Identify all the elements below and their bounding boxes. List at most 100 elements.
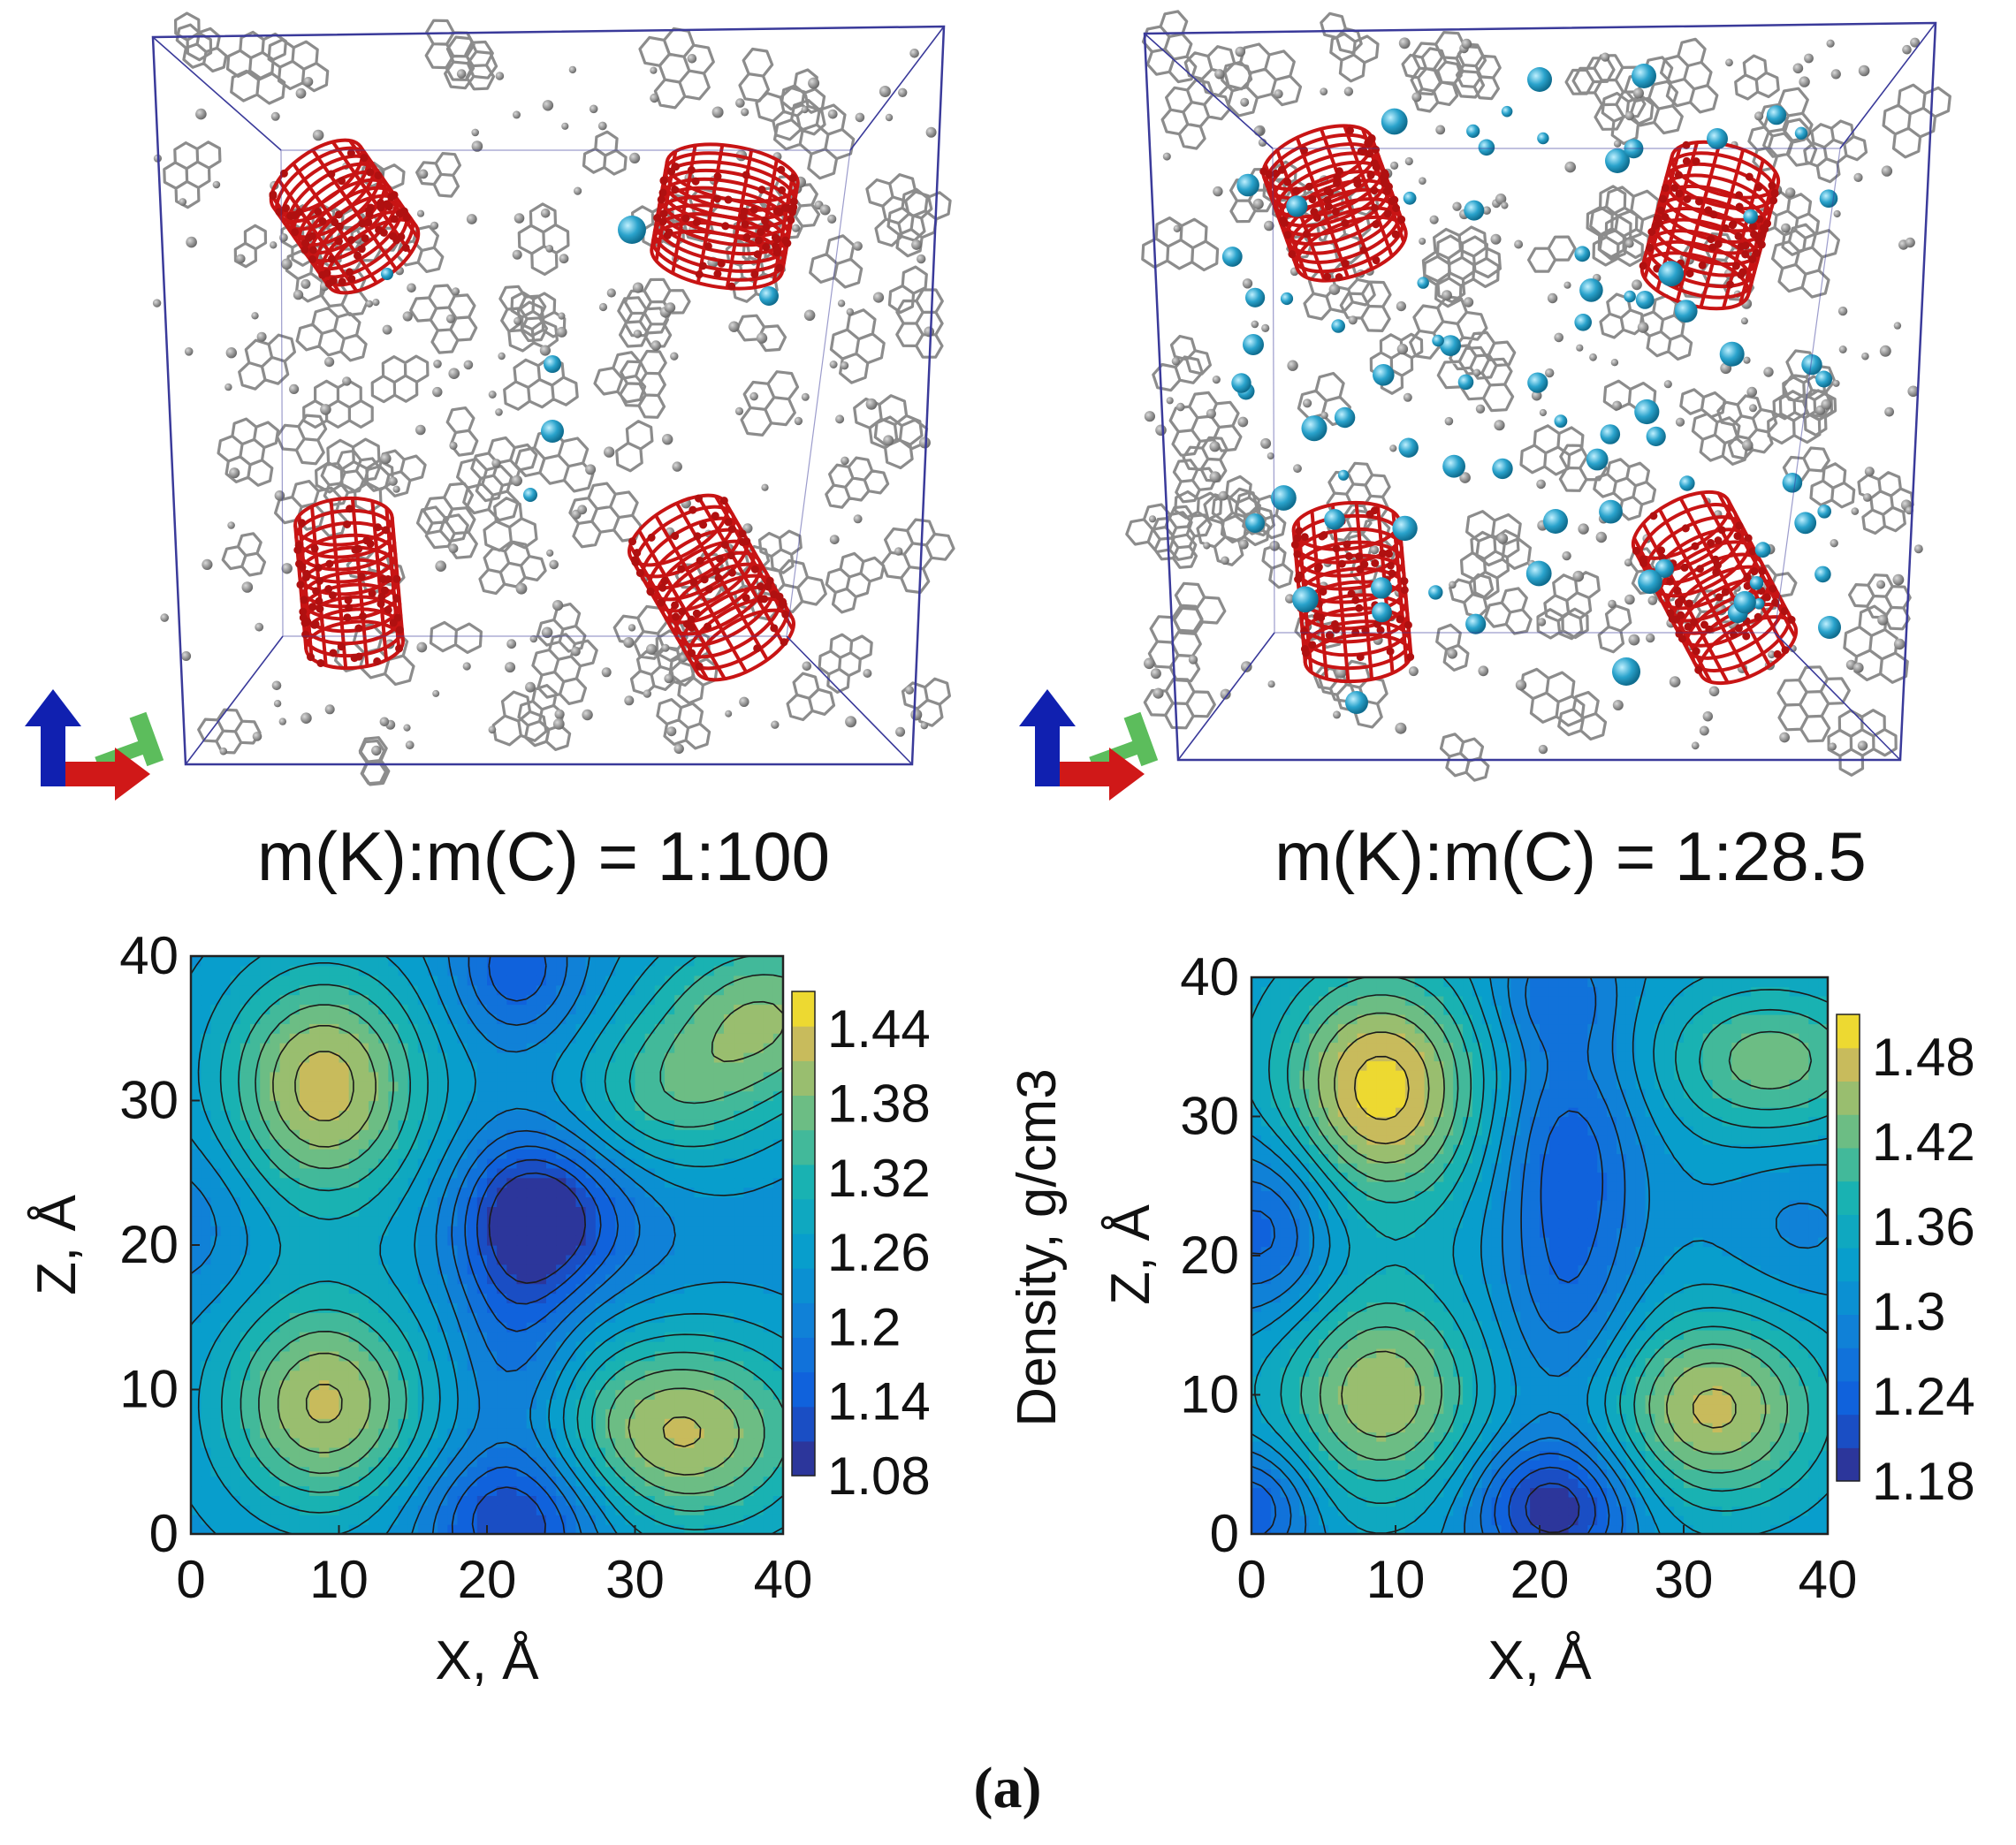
colorbar-segment [1837, 1214, 1860, 1249]
carbon-nanotube [1639, 140, 1781, 311]
colorbar-segment [1837, 1081, 1860, 1115]
potassium-atom [1527, 372, 1548, 393]
plot-axes: 0 10 20 30 40 0 10 20 30 40 [119, 926, 812, 1609]
potassium-atom [1818, 616, 1841, 639]
y-axis-label: Z, Å [27, 1195, 87, 1295]
potassium-atom [1794, 512, 1817, 535]
colorbar-tick-label: 1.2 [827, 1297, 901, 1356]
potassium-atom [1794, 126, 1808, 140]
potassium-atom [1743, 209, 1758, 224]
colorbar-segment [792, 1164, 815, 1200]
potassium-atom [1324, 509, 1345, 530]
potassium-atom [1525, 560, 1552, 587]
y-tick-label: 0 [149, 1504, 179, 1563]
potassium-atom [1243, 334, 1264, 355]
potassium-atom [1632, 64, 1656, 88]
colorbar-tick-label: 1.38 [827, 1074, 931, 1134]
axes-orientation-icon [1019, 689, 1159, 801]
y-axis-label: Z, Å [1100, 1204, 1161, 1305]
potassium-atom [1646, 426, 1666, 446]
mass-ratio-label-left: m(K):m(C) = 1:100 [257, 817, 830, 895]
potassium-atom [1373, 364, 1395, 386]
potassium-atom [381, 268, 393, 280]
x-tick-label: 0 [1236, 1550, 1266, 1609]
carbon-nanotube [293, 496, 405, 671]
potassium-atom [1334, 406, 1356, 429]
colorbar-segment [792, 1198, 815, 1234]
potassium-atom [1605, 148, 1630, 173]
colorbar-tick-label: 1.48 [1872, 1028, 1975, 1087]
potassium-atom [1301, 415, 1328, 442]
y-tick-label: 20 [1180, 1226, 1239, 1285]
potassium-atom [1674, 300, 1698, 323]
contour-lines [190, 955, 784, 1535]
potassium-atom [1719, 341, 1745, 367]
potassium-atom [1492, 458, 1513, 480]
y-tick-label: 20 [119, 1215, 179, 1274]
contour-plot-right: 0 10 20 30 40 0 10 20 30 40 X, Å Z, Å 1.18 1.24 1.3… [1100, 947, 1975, 1691]
colorbar-segment [792, 1026, 815, 1061]
potassium-atom [1466, 124, 1480, 138]
axes-orientation-icon [25, 689, 164, 801]
colorbar-segment [792, 1406, 815, 1442]
colorbar-segment [1837, 1380, 1860, 1416]
potassium-atom [1527, 67, 1552, 92]
potassium-atom [1465, 613, 1487, 634]
x-tick-label: 40 [1799, 1550, 1858, 1609]
colorbar-segment [792, 1268, 815, 1303]
nanotube-atoms [1632, 512, 1796, 674]
nanotube-atoms [1639, 140, 1779, 289]
y-tick-label: 10 [1180, 1365, 1239, 1424]
colorbar-segment [1837, 1314, 1860, 1348]
potassium-atom [1753, 598, 1765, 610]
colorbar-tick-label: 1.08 [827, 1446, 931, 1506]
potassium-atom [1586, 448, 1609, 471]
potassium-atom [1245, 287, 1266, 308]
colorbar-segment [1837, 1014, 1860, 1049]
nanotube-group [1259, 124, 1799, 686]
carbon-nanotube [628, 493, 795, 682]
colorbar-segment [1837, 1114, 1860, 1149]
carbon-nanotube [1259, 124, 1408, 283]
colorbar-label: Density, g/cm3 [1007, 1068, 1068, 1426]
potassium-atom [1392, 515, 1418, 542]
plot-axes: 0 10 20 30 40 0 10 20 30 40 [1180, 947, 1857, 1609]
colorbar-segment [792, 1440, 815, 1477]
potassium-atom [1501, 105, 1513, 118]
potassium-atom [1428, 585, 1443, 600]
potassium-atom [1221, 247, 1243, 267]
carbon-atoms [152, 49, 937, 756]
x-axis-label: X, Å [435, 1630, 539, 1691]
potassium-atom [1381, 108, 1408, 135]
potassium-atom [1612, 657, 1640, 686]
nanotube-group [269, 138, 800, 682]
nanotube-atoms [269, 148, 411, 288]
potassium-atom [1403, 191, 1417, 205]
potassium-atom [523, 488, 537, 502]
potassium-atom [759, 286, 779, 306]
colorbar-segment [792, 1129, 815, 1165]
colorbar-tick-label: 1.14 [827, 1372, 931, 1431]
colorbar-tick-label: 1.3 [1872, 1282, 1945, 1341]
potassium-atom [1707, 128, 1728, 149]
colorbar-segment [1837, 1348, 1860, 1382]
potassium-atoms [1221, 64, 1841, 714]
colorbar-segment [1837, 1447, 1860, 1482]
potassium-atoms [381, 216, 779, 502]
colorbar-tick-label: 1.24 [1872, 1367, 1975, 1426]
potassium-atom [1817, 505, 1831, 519]
x-axis-label: X, Å [1487, 1630, 1592, 1691]
potassium-atom [1236, 173, 1259, 197]
potassium-atom [1537, 132, 1549, 145]
x-tick-label: 20 [1510, 1550, 1570, 1609]
x-tick-label: 40 [754, 1550, 813, 1609]
contour-plot-left: 0 10 20 30 40 0 10 20 30 40 X, Å Z, Å 1.08 1.14 1.2… [27, 926, 1068, 1691]
colorbar-segment [792, 1337, 815, 1373]
molecular-structure-left [151, 11, 955, 786]
potassium-atom [1280, 292, 1294, 306]
potassium-atom [1815, 370, 1833, 388]
potassium-atom [544, 355, 561, 373]
colorbar-segment [792, 1302, 815, 1339]
x-tick-label: 10 [309, 1550, 369, 1609]
